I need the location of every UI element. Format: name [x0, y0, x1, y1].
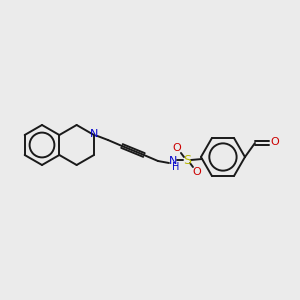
Text: N: N	[169, 156, 177, 166]
Text: O: O	[193, 167, 201, 177]
Text: O: O	[271, 137, 279, 147]
Text: N: N	[90, 129, 98, 139]
Text: O: O	[172, 143, 181, 153]
Text: H: H	[172, 162, 180, 172]
Text: S: S	[183, 154, 191, 166]
